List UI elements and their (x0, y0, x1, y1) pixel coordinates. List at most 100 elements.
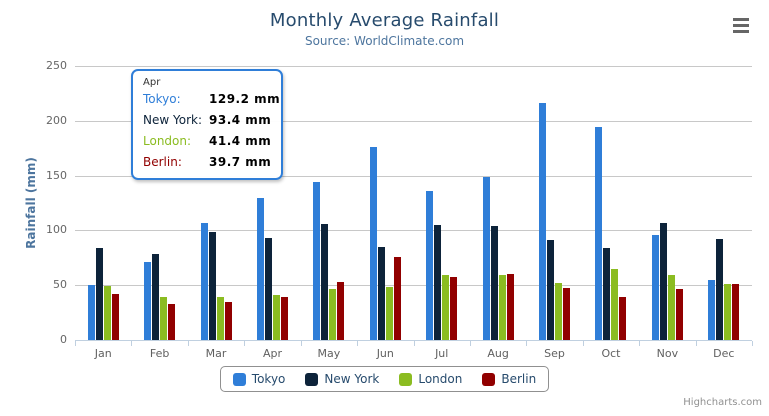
column-bar-berlin-oct[interactable] (619, 297, 627, 340)
x-axis-tick (639, 341, 641, 346)
x-axis-label: Oct (601, 347, 621, 360)
column-bar-berlin-may[interactable] (337, 282, 345, 340)
column-bar-berlin-jul[interactable] (450, 277, 458, 340)
y-axis-label: 0 (60, 333, 67, 346)
legend-swatch-icon (305, 372, 319, 386)
column-bar-berlin-jun[interactable] (393, 257, 401, 340)
x-axis-tick (469, 341, 471, 346)
x-axis-tick (752, 341, 753, 346)
category-group-may: May (301, 66, 357, 360)
category-group-apr: Apr (244, 66, 300, 360)
tooltip-series-name: Tokyo: (143, 92, 181, 106)
bar-group (696, 66, 752, 340)
category-group-jun: Jun (357, 66, 413, 360)
column-bar-new-york-jul[interactable] (434, 224, 442, 340)
tooltip-header: Apr (143, 77, 161, 88)
column-bar-london-jun[interactable] (385, 287, 393, 340)
category-group-feb: Feb (131, 66, 187, 360)
category-group-jan: Jan (75, 66, 131, 360)
chart-subtitle: Source: WorldClimate.com (304, 34, 465, 48)
bar-group (639, 66, 695, 340)
column-bar-london-aug[interactable] (498, 274, 506, 340)
column-bar-berlin-dec[interactable] (732, 284, 740, 340)
credits-link[interactable]: Highcharts.com (683, 397, 762, 408)
y-axis-label: 100 (46, 223, 67, 237)
column-bar-new-york-dec[interactable] (716, 238, 724, 340)
column-bar-tokyo-may[interactable] (313, 182, 321, 340)
x-axis-tick (75, 341, 76, 346)
column-bar-london-nov[interactable] (667, 275, 675, 340)
legend: Tokyo New York London Berlin (0, 366, 769, 392)
tooltip-series-value: 41.4 mm (209, 134, 272, 148)
column-bar-new-york-jan[interactable] (95, 248, 103, 340)
column-bar-london-apr[interactable] (272, 294, 280, 340)
plot-area: Jan Feb Mar Apr May Jun Jul Aug Sep Oct Nov Dec (75, 66, 753, 360)
column-bar-tokyo-jul[interactable] (426, 191, 434, 340)
column-bar-berlin-apr[interactable] (280, 296, 288, 340)
column-bar-new-york-mar[interactable] (208, 232, 216, 340)
column-bar-tokyo-sep[interactable] (539, 102, 547, 340)
column-bar-london-feb[interactable] (160, 297, 168, 340)
x-axis-tick (357, 341, 359, 346)
column-bar-tokyo-feb[interactable] (144, 261, 152, 340)
column-bar-tokyo-mar[interactable] (200, 223, 208, 340)
column-bar-new-york-feb[interactable] (152, 253, 160, 340)
column-bar-new-york-aug[interactable] (490, 225, 498, 340)
tooltip-series-value: 129.2 mm (209, 92, 281, 106)
x-axis-label: Jul (435, 347, 449, 360)
y-axis-label: 200 (46, 113, 67, 127)
tooltip-series-name: New York: (143, 113, 202, 127)
column-bar-tokyo-oct[interactable] (595, 127, 603, 340)
tooltip-series-value: 39.7 mm (209, 155, 272, 169)
category-group-sep: Sep (526, 66, 582, 360)
column-bar-berlin-jan[interactable] (111, 293, 119, 340)
column-bar-berlin-mar[interactable] (224, 302, 232, 340)
x-axis-label: Jan (94, 347, 112, 360)
legend-item-new-york[interactable]: New York (305, 372, 379, 386)
column-bar-tokyo-aug[interactable] (482, 177, 490, 340)
legend-item-berlin[interactable]: Berlin (482, 372, 536, 386)
category-group-jul: Jul (414, 66, 470, 360)
tooltip-series-name: London: (143, 134, 192, 148)
column-bar-london-dec[interactable] (724, 283, 732, 340)
column-bar-tokyo-nov[interactable] (651, 235, 659, 340)
x-axis-label: Aug (487, 347, 509, 360)
bar-group (470, 66, 526, 340)
y-axis-label: 250 (46, 59, 67, 72)
column-bar-london-jul[interactable] (442, 275, 450, 340)
legend-item-tokyo[interactable]: Tokyo (232, 372, 285, 386)
column-bar-new-york-sep[interactable] (547, 240, 555, 340)
column-bar-tokyo-apr[interactable] (256, 198, 264, 340)
x-axis-tick (187, 341, 189, 346)
x-axis-tick (131, 341, 133, 346)
gridline (75, 120, 752, 122)
column-bar-new-york-may[interactable] (321, 223, 329, 340)
column-bar-berlin-nov[interactable] (675, 288, 683, 340)
column-bar-berlin-aug[interactable] (506, 273, 514, 340)
column-bar-new-york-oct[interactable] (603, 248, 611, 340)
column-bar-new-york-nov[interactable] (659, 223, 667, 340)
chart-title: Monthly Average Rainfall (269, 10, 500, 31)
bar-group (526, 66, 582, 340)
legend-label: New York (324, 372, 380, 386)
column-bar-london-sep[interactable] (555, 282, 563, 340)
column-bar-berlin-sep[interactable] (563, 287, 571, 340)
column-bar-london-oct[interactable] (611, 268, 619, 340)
column-bar-tokyo-jun[interactable] (369, 147, 377, 340)
column-bar-new-york-jun[interactable] (377, 247, 385, 340)
x-axis-label: Feb (149, 347, 170, 360)
column-bar-london-jan[interactable] (103, 286, 111, 340)
category-group-dec: Dec (696, 66, 752, 360)
column-bar-new-york-apr[interactable] (264, 237, 272, 340)
y-axis-label: 150 (46, 168, 67, 182)
x-axis-tick (413, 341, 415, 346)
column-bar-london-may[interactable] (329, 288, 337, 340)
column-bar-london-mar[interactable] (216, 296, 224, 340)
legend-item-london[interactable]: London (399, 372, 462, 386)
export-menu-button[interactable] (729, 14, 753, 36)
column-bar-tokyo-dec[interactable] (708, 280, 716, 340)
tooltip-series-value: 93.4 mm (209, 113, 272, 127)
column-bar-berlin-feb[interactable] (168, 303, 176, 340)
column-bar-tokyo-jan[interactable] (87, 285, 95, 340)
